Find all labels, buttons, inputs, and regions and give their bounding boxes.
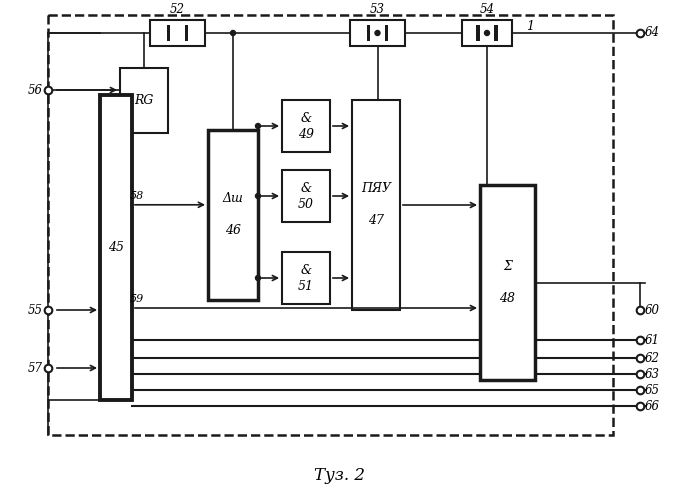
Text: 65: 65: [645, 384, 660, 396]
Bar: [367, 26, 370, 40]
Circle shape: [256, 124, 260, 128]
Bar: [480, 185, 535, 380]
Circle shape: [485, 30, 490, 36]
Text: 63: 63: [645, 368, 660, 380]
Bar: [494, 26, 498, 40]
Bar: [476, 26, 479, 40]
Text: 55: 55: [28, 304, 43, 316]
Bar: [352, 100, 400, 310]
Text: 57: 57: [28, 362, 43, 374]
Text: 64: 64: [645, 26, 660, 40]
Text: 66: 66: [645, 400, 660, 412]
Text: &
49: & 49: [298, 112, 314, 140]
Bar: [48, 15, 613, 435]
Bar: [150, 20, 205, 46]
Text: RG: RG: [134, 94, 154, 107]
Bar: [462, 20, 512, 46]
Text: &
50: & 50: [298, 182, 314, 210]
Text: 45: 45: [108, 241, 124, 254]
Text: Σ

48: Σ 48: [500, 260, 515, 305]
Text: 59: 59: [130, 294, 144, 304]
Circle shape: [231, 30, 235, 36]
Text: 1: 1: [526, 20, 534, 32]
Bar: [282, 100, 330, 152]
Text: 61: 61: [645, 334, 660, 346]
Bar: [282, 252, 330, 304]
Circle shape: [256, 194, 260, 198]
Text: 52: 52: [170, 3, 185, 16]
Bar: [208, 130, 258, 300]
Circle shape: [375, 30, 380, 36]
Bar: [384, 26, 388, 40]
Bar: [120, 68, 168, 133]
Text: 53: 53: [370, 3, 385, 16]
Text: ПЯУ

47: ПЯУ 47: [361, 182, 391, 228]
Bar: [167, 26, 170, 40]
Text: &
51: & 51: [298, 264, 314, 292]
Text: 56: 56: [28, 84, 43, 96]
Text: 58: 58: [130, 191, 144, 201]
Bar: [350, 20, 405, 46]
Text: Τуз. 2: Τуз. 2: [313, 466, 365, 483]
Bar: [100, 95, 132, 400]
Text: 60: 60: [645, 304, 660, 316]
Text: Δш

46: Δш 46: [222, 192, 243, 238]
Text: 62: 62: [645, 352, 660, 364]
Bar: [184, 26, 188, 40]
Circle shape: [256, 276, 260, 280]
Text: 54: 54: [479, 3, 494, 16]
Bar: [282, 170, 330, 222]
